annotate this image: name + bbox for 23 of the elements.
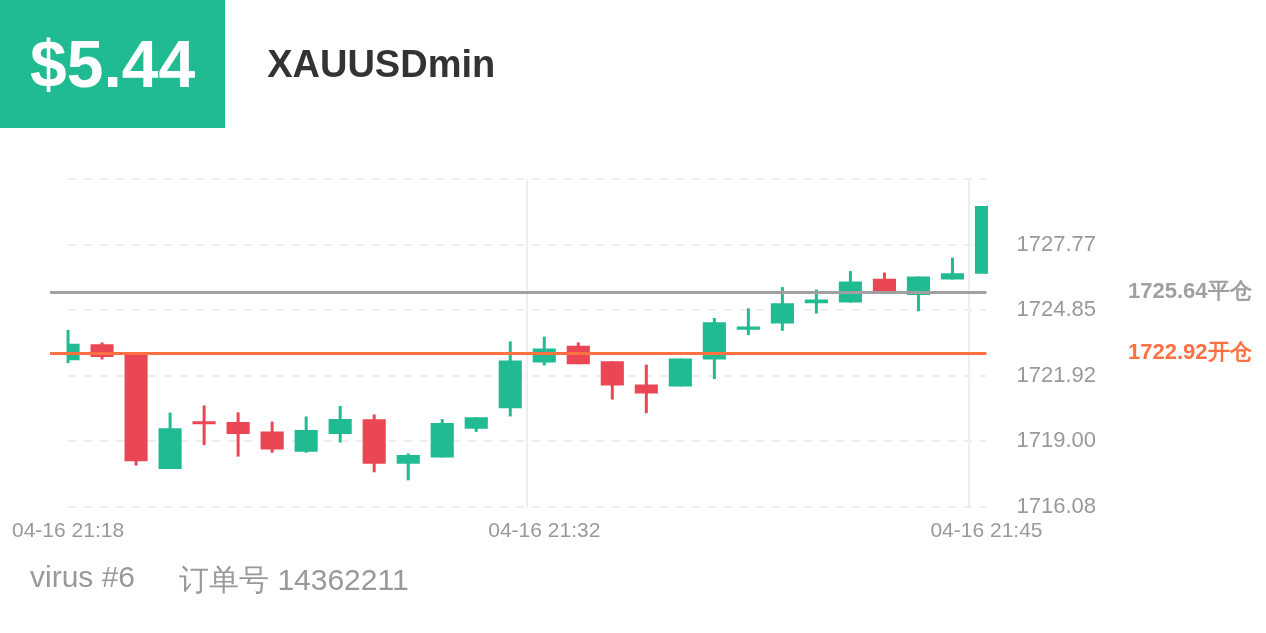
y-tick-label: 1719.00 [1016, 427, 1097, 453]
candlestick [294, 416, 318, 453]
chart-subtitle: XAUUSDmin [267, 42, 496, 86]
y-tick-label: 1727.77 [1016, 230, 1097, 256]
candlestick [328, 404, 352, 443]
candlestick [226, 412, 250, 457]
x-tick-label: 04-16 21:45 [930, 518, 1043, 542]
text: 订单号 14362211 [179, 562, 409, 598]
chart-title: $5.44 [0, 0, 226, 128]
candlestick [396, 453, 420, 481]
candlestick [770, 287, 794, 331]
text: virus #6 [30, 560, 136, 595]
x-tick-label: 04-16 21:32 [488, 518, 601, 542]
candlestick [736, 308, 760, 337]
candlestick [634, 364, 658, 415]
x-tick-label: 04-16 21:18 [11, 518, 125, 542]
y-tick-label: 1724.85 [1016, 296, 1097, 322]
candlestick [260, 421, 284, 453]
ref-line-label: 1722.92开仓 [1128, 339, 1253, 365]
candlestick [192, 405, 216, 447]
y-tick-label: 1716.08 [1016, 492, 1097, 518]
ref-line-label: 1725.64平仓 [1128, 278, 1253, 304]
y-tick-label: 1721.92 [1016, 361, 1097, 387]
